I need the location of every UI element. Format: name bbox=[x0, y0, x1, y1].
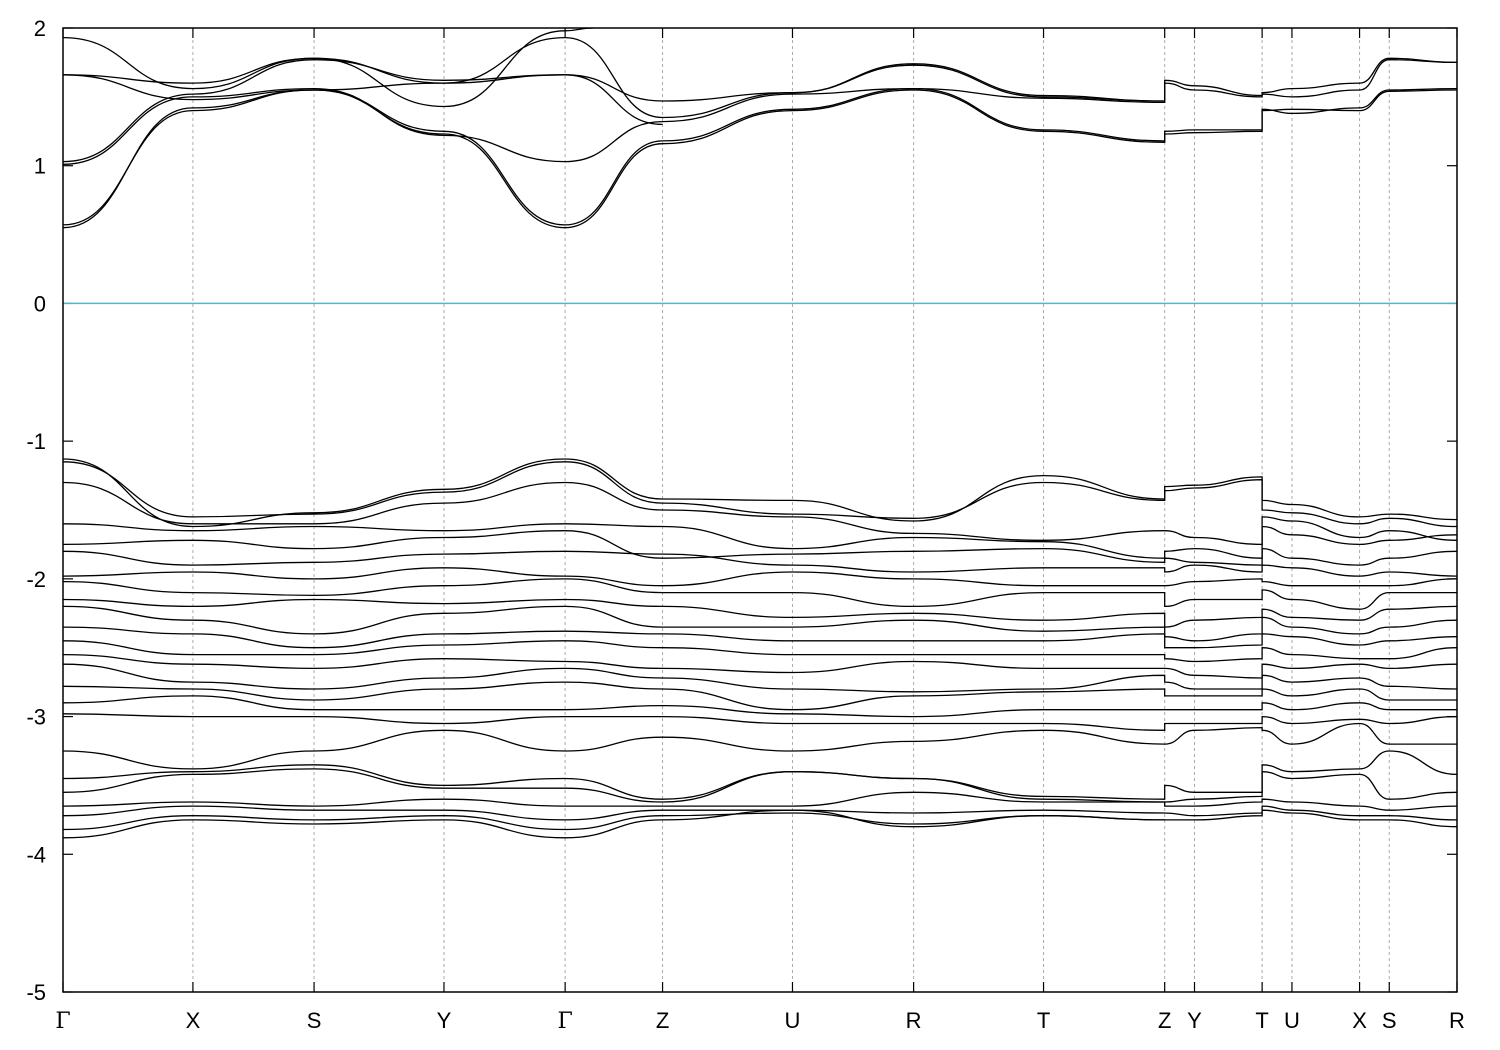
kpoint-label: U bbox=[785, 1008, 801, 1033]
kpoint-label: R bbox=[1449, 1008, 1465, 1033]
band-lines bbox=[62, 27, 1458, 839]
band-line bbox=[62, 640, 1458, 663]
band-line bbox=[62, 578, 1457, 610]
band-line bbox=[62, 598, 1458, 628]
band-line bbox=[62, 36, 1165, 119]
kpoint-label: Y bbox=[1187, 1008, 1202, 1033]
band-line bbox=[62, 87, 1458, 226]
y-tick-labels: 2 1 0 -1 -2 -3 -4 -5 bbox=[26, 16, 46, 1005]
band-line bbox=[62, 695, 1457, 718]
kpoint-label: Z bbox=[656, 1008, 669, 1033]
plot-frame bbox=[62, 27, 1458, 993]
kpoint-label: X bbox=[1352, 1008, 1367, 1033]
band-line bbox=[62, 713, 1458, 731]
kpoint-label: R bbox=[906, 1008, 922, 1033]
kpoint-label: S bbox=[1382, 1008, 1397, 1033]
y-tick-label: -4 bbox=[26, 842, 46, 867]
band-line bbox=[62, 523, 1458, 559]
band-line bbox=[62, 653, 1458, 679]
band-line bbox=[62, 605, 1458, 642]
band-line bbox=[62, 74, 663, 126]
band-line bbox=[62, 567, 1458, 587]
band-line bbox=[62, 461, 1458, 528]
kpoint-label: X bbox=[186, 1008, 201, 1033]
band-line bbox=[62, 809, 1165, 839]
y-tick-label: -2 bbox=[26, 567, 46, 592]
band-line bbox=[62, 27, 593, 108]
band-line bbox=[62, 768, 1458, 803]
kpoint-label: Γ bbox=[55, 1009, 70, 1034]
y-tick-label: -5 bbox=[26, 980, 46, 1005]
kpoint-label: S bbox=[307, 1008, 322, 1033]
y-tick-label: 0 bbox=[34, 291, 46, 316]
y-tick-label: 1 bbox=[34, 154, 46, 179]
kpoint-label: T bbox=[1255, 1008, 1268, 1033]
band-line bbox=[62, 722, 1457, 770]
kpoint-label: Γ bbox=[557, 1009, 572, 1034]
band-line bbox=[62, 458, 1458, 528]
band-line bbox=[62, 481, 1458, 546]
band-line bbox=[62, 550, 1458, 577]
band-line bbox=[62, 530, 1458, 566]
band-line bbox=[62, 663, 1458, 693]
kpoint-label: Y bbox=[437, 1008, 452, 1033]
band-line bbox=[62, 805, 1458, 821]
band-line bbox=[62, 681, 1457, 711]
kpoint-label: T bbox=[1037, 1008, 1050, 1033]
kpoint-label: U bbox=[1284, 1008, 1300, 1033]
kpoint-label: Z bbox=[1158, 1008, 1171, 1033]
y-tick-label: 2 bbox=[34, 16, 46, 41]
band-line bbox=[62, 809, 1458, 831]
y-tick-label: -1 bbox=[26, 429, 46, 454]
band-line bbox=[62, 57, 1458, 163]
y-tick-label: -3 bbox=[26, 705, 46, 730]
band-line bbox=[62, 791, 1458, 811]
band-line bbox=[62, 626, 1458, 649]
